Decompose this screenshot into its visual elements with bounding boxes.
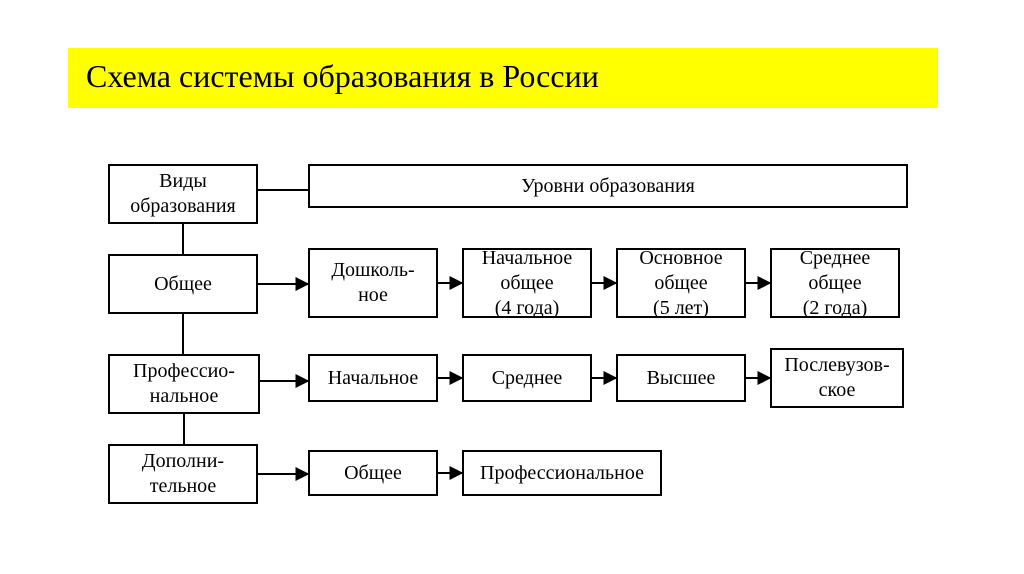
page-title: Схема системы образования в России [68,48,938,108]
node-add: Дополни-тельное [108,444,258,504]
node-label: Профессиональное [480,461,644,486]
node-levels: Уровни образования [308,164,908,208]
node-label: Профессио-нальное [133,359,235,409]
node-label: Начальноеобщее(4 года) [482,246,573,321]
node-label: Высшее [647,366,716,391]
node-add2: Профессиональное [462,450,662,496]
node-prof4: Послевузов-ское [770,348,904,408]
node-prof1: Начальное [308,354,438,402]
node-prof3: Высшее [616,354,746,402]
node-add1: Общее [308,450,438,496]
node-gen4: Среднееобщее(2 года) [770,248,900,318]
node-label: Дополни-тельное [142,449,224,499]
node-label: Послевузов-ское [784,353,889,403]
node-prof2: Среднее [462,354,592,402]
node-label: Видыобразования [130,169,236,219]
node-label: Дошколь-ное [331,258,414,308]
node-types: Видыобразования [108,164,258,224]
node-gen3: Основноеобщее(5 лет) [616,248,746,318]
node-label: Среднее [492,366,563,391]
node-gen2: Начальноеобщее(4 года) [462,248,592,318]
node-label: Общее [344,461,402,486]
node-label: Начальное [328,366,419,391]
node-prof: Профессио-нальное [108,354,260,414]
node-label: Среднееобщее(2 года) [800,246,871,321]
node-label: Основноеобщее(5 лет) [639,246,722,321]
node-gen: Общее [108,254,258,314]
node-label: Общее [154,272,212,297]
node-gen1: Дошколь-ное [308,248,438,318]
node-label: Уровни образования [521,174,695,199]
